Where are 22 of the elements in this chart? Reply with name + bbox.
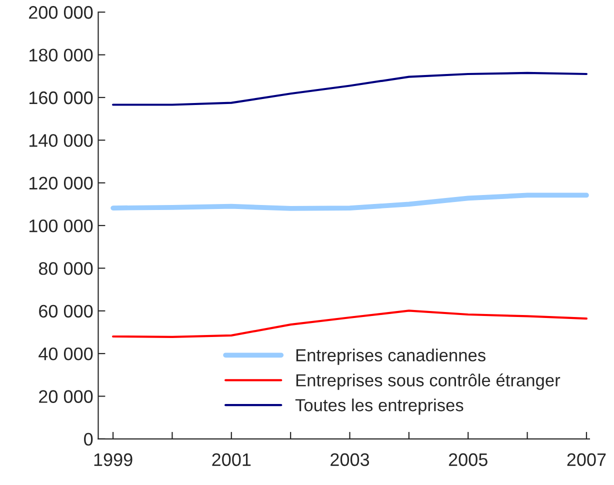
line-series [112, 72, 588, 106]
y-tick-label: 140 000 [29, 134, 93, 147]
x-tick-label: 2005 [448, 453, 488, 466]
y-tick-label: 120 000 [29, 176, 93, 190]
legend-label: Toutes les entreprises [295, 398, 464, 415]
y-tick-label: 180 000 [29, 48, 93, 62]
legend-label: Entreprises canadiennes [296, 348, 486, 365]
y-tick-label: 100 000 [29, 219, 93, 232]
x-tick-label: 2007 [567, 453, 606, 466]
line-series [110, 192, 589, 211]
x-tick-label: 1999 [94, 453, 132, 466]
y-tick-label: 160 000 [29, 91, 93, 104]
legend-label: Entreprises sous contrôle étranger [296, 374, 560, 390]
x-tick-label: 2003 [330, 453, 370, 466]
line-series [112, 310, 588, 338]
x-tick-label: 2001 [212, 453, 251, 466]
y-tick-label: 20 000 [39, 390, 93, 403]
y-tick-label: 60 000 [39, 304, 93, 318]
y-tick-label: 0 [84, 432, 93, 446]
y-tick-label: 80 000 [38, 262, 93, 275]
y-tick-label: 40 000 [38, 348, 93, 360]
y-tick-label: 200 000 [29, 6, 93, 19]
